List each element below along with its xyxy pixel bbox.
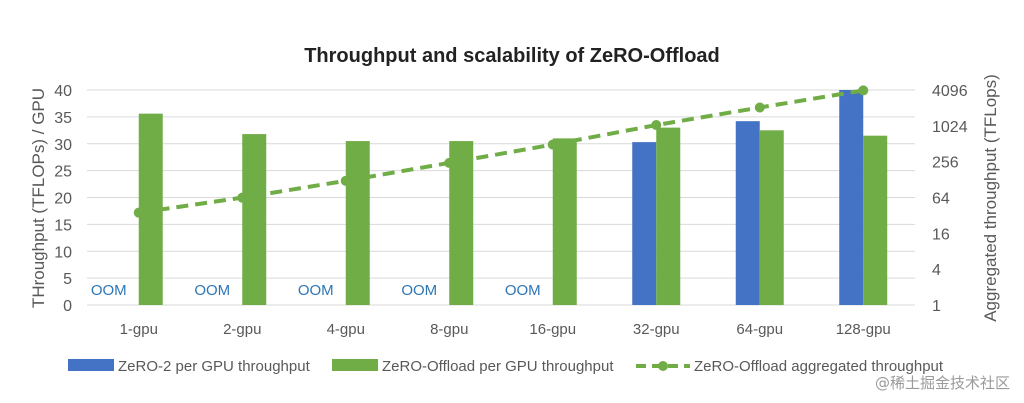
- oom-label: OOM: [194, 282, 230, 299]
- x-tick-label: 4-gpu: [327, 321, 365, 338]
- y-tick-label: 5: [63, 271, 72, 288]
- aggregated-point: [754, 102, 765, 113]
- y2-tick-label: 1: [932, 298, 941, 315]
- x-tick-label: 64-gpu: [736, 321, 783, 338]
- oom-label: OOM: [401, 282, 437, 299]
- oom-label: OOM: [91, 282, 127, 299]
- bar-zero-offload: [863, 135, 888, 305]
- y-tick-label: 0: [63, 298, 72, 315]
- y-tick-label: 10: [54, 244, 72, 261]
- bar-zero-offload: [345, 141, 370, 305]
- bar-zero-offload: [759, 130, 784, 305]
- legend-swatch-zero-offload: [332, 359, 378, 371]
- bar-zero2: [735, 121, 760, 305]
- aggregated-point: [444, 157, 455, 168]
- x-tick-label: 2-gpu: [223, 321, 261, 338]
- x-tick-label: 1-gpu: [120, 321, 158, 338]
- legend-swatch-zero2: [68, 359, 114, 371]
- aggregated-point: [547, 139, 558, 150]
- legend-label: ZeRO-Offload per GPU throughput: [382, 358, 614, 375]
- bar-zero-offload: [552, 138, 577, 305]
- y-tick-label: 30: [54, 137, 72, 154]
- y-tick-label: 15: [54, 217, 72, 234]
- x-tick-label: 32-gpu: [633, 321, 680, 338]
- aggregated-line: [138, 88, 864, 215]
- legend-marker-aggregated: [658, 361, 668, 371]
- bar-zero2: [839, 90, 864, 305]
- x-tick-label: 8-gpu: [430, 321, 468, 338]
- chart-title: Throughput and scalability of ZeRO-Offlo…: [304, 45, 720, 67]
- y2-tick-label: 256: [932, 155, 959, 172]
- aggregated-point: [237, 192, 248, 203]
- bar-zero-offload: [242, 134, 267, 305]
- aggregated-point: [651, 120, 662, 131]
- y2-tick-label: 64: [932, 191, 950, 208]
- y2-tick-label: 4: [932, 262, 941, 279]
- y2-tick-label: 4096: [932, 83, 968, 100]
- x-tick-label: 16-gpu: [529, 321, 576, 338]
- oom-label: OOM: [298, 282, 334, 299]
- y-tick-label: 35: [54, 110, 72, 127]
- bar-zero2: [632, 142, 657, 305]
- y-tick-label: 25: [54, 164, 72, 181]
- y-tick-label: 20: [54, 191, 72, 208]
- y2-tick-label: 16: [932, 226, 950, 243]
- aggregated-point: [340, 175, 351, 186]
- bar-zero-offload: [656, 127, 681, 305]
- aggregated-point: [858, 85, 869, 96]
- watermark: @稀土掘金技术社区: [874, 374, 1010, 392]
- bar-zero-offload: [449, 141, 474, 305]
- x-tick-label: 128-gpu: [836, 321, 891, 338]
- oom-label: OOM: [505, 282, 541, 299]
- y-tick-label: 40: [54, 83, 72, 100]
- legend-label: ZeRO-Offload aggregated throughput: [694, 358, 944, 375]
- y2-tick-label: 1024: [932, 119, 968, 136]
- y-axis-label: THroughput (TFLOPs) / GPU: [29, 88, 48, 308]
- y2-axis-label: Aggregated throughput (TFLops): [981, 74, 1000, 322]
- legend-label: ZeRO-2 per GPU throughput: [118, 358, 311, 375]
- aggregated-point: [133, 207, 144, 218]
